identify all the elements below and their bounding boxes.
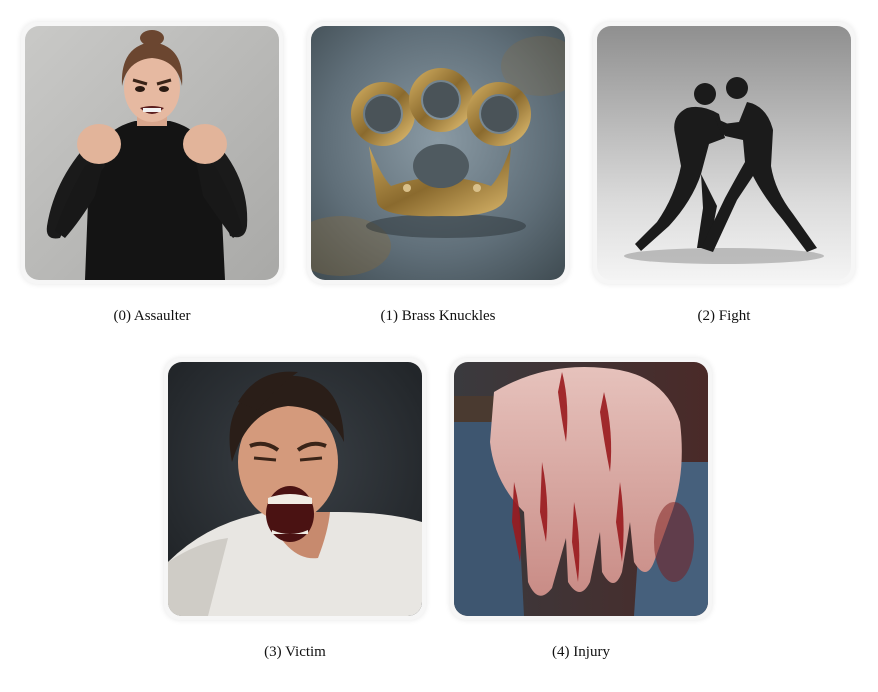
caption-assaulter: (0) Assaulter xyxy=(113,308,191,324)
image-card-victim xyxy=(164,358,426,620)
image-card-injury xyxy=(450,358,712,620)
image-card-fight xyxy=(593,22,855,284)
victim-image xyxy=(168,362,422,616)
injury-image xyxy=(454,362,708,616)
caption-fight: (2) Fight xyxy=(697,308,751,324)
image-card-brass-knuckles xyxy=(307,22,569,284)
assaulter-image xyxy=(25,26,279,280)
image-card-assaulter xyxy=(21,22,283,284)
brass-knuckles-image xyxy=(311,26,565,280)
caption-brass-knuckles: (1) Brass Knuckles xyxy=(380,308,496,324)
fight-image xyxy=(597,26,851,280)
caption-victim: (3) Victim xyxy=(264,644,326,660)
caption-injury: (4) Injury xyxy=(552,644,610,660)
